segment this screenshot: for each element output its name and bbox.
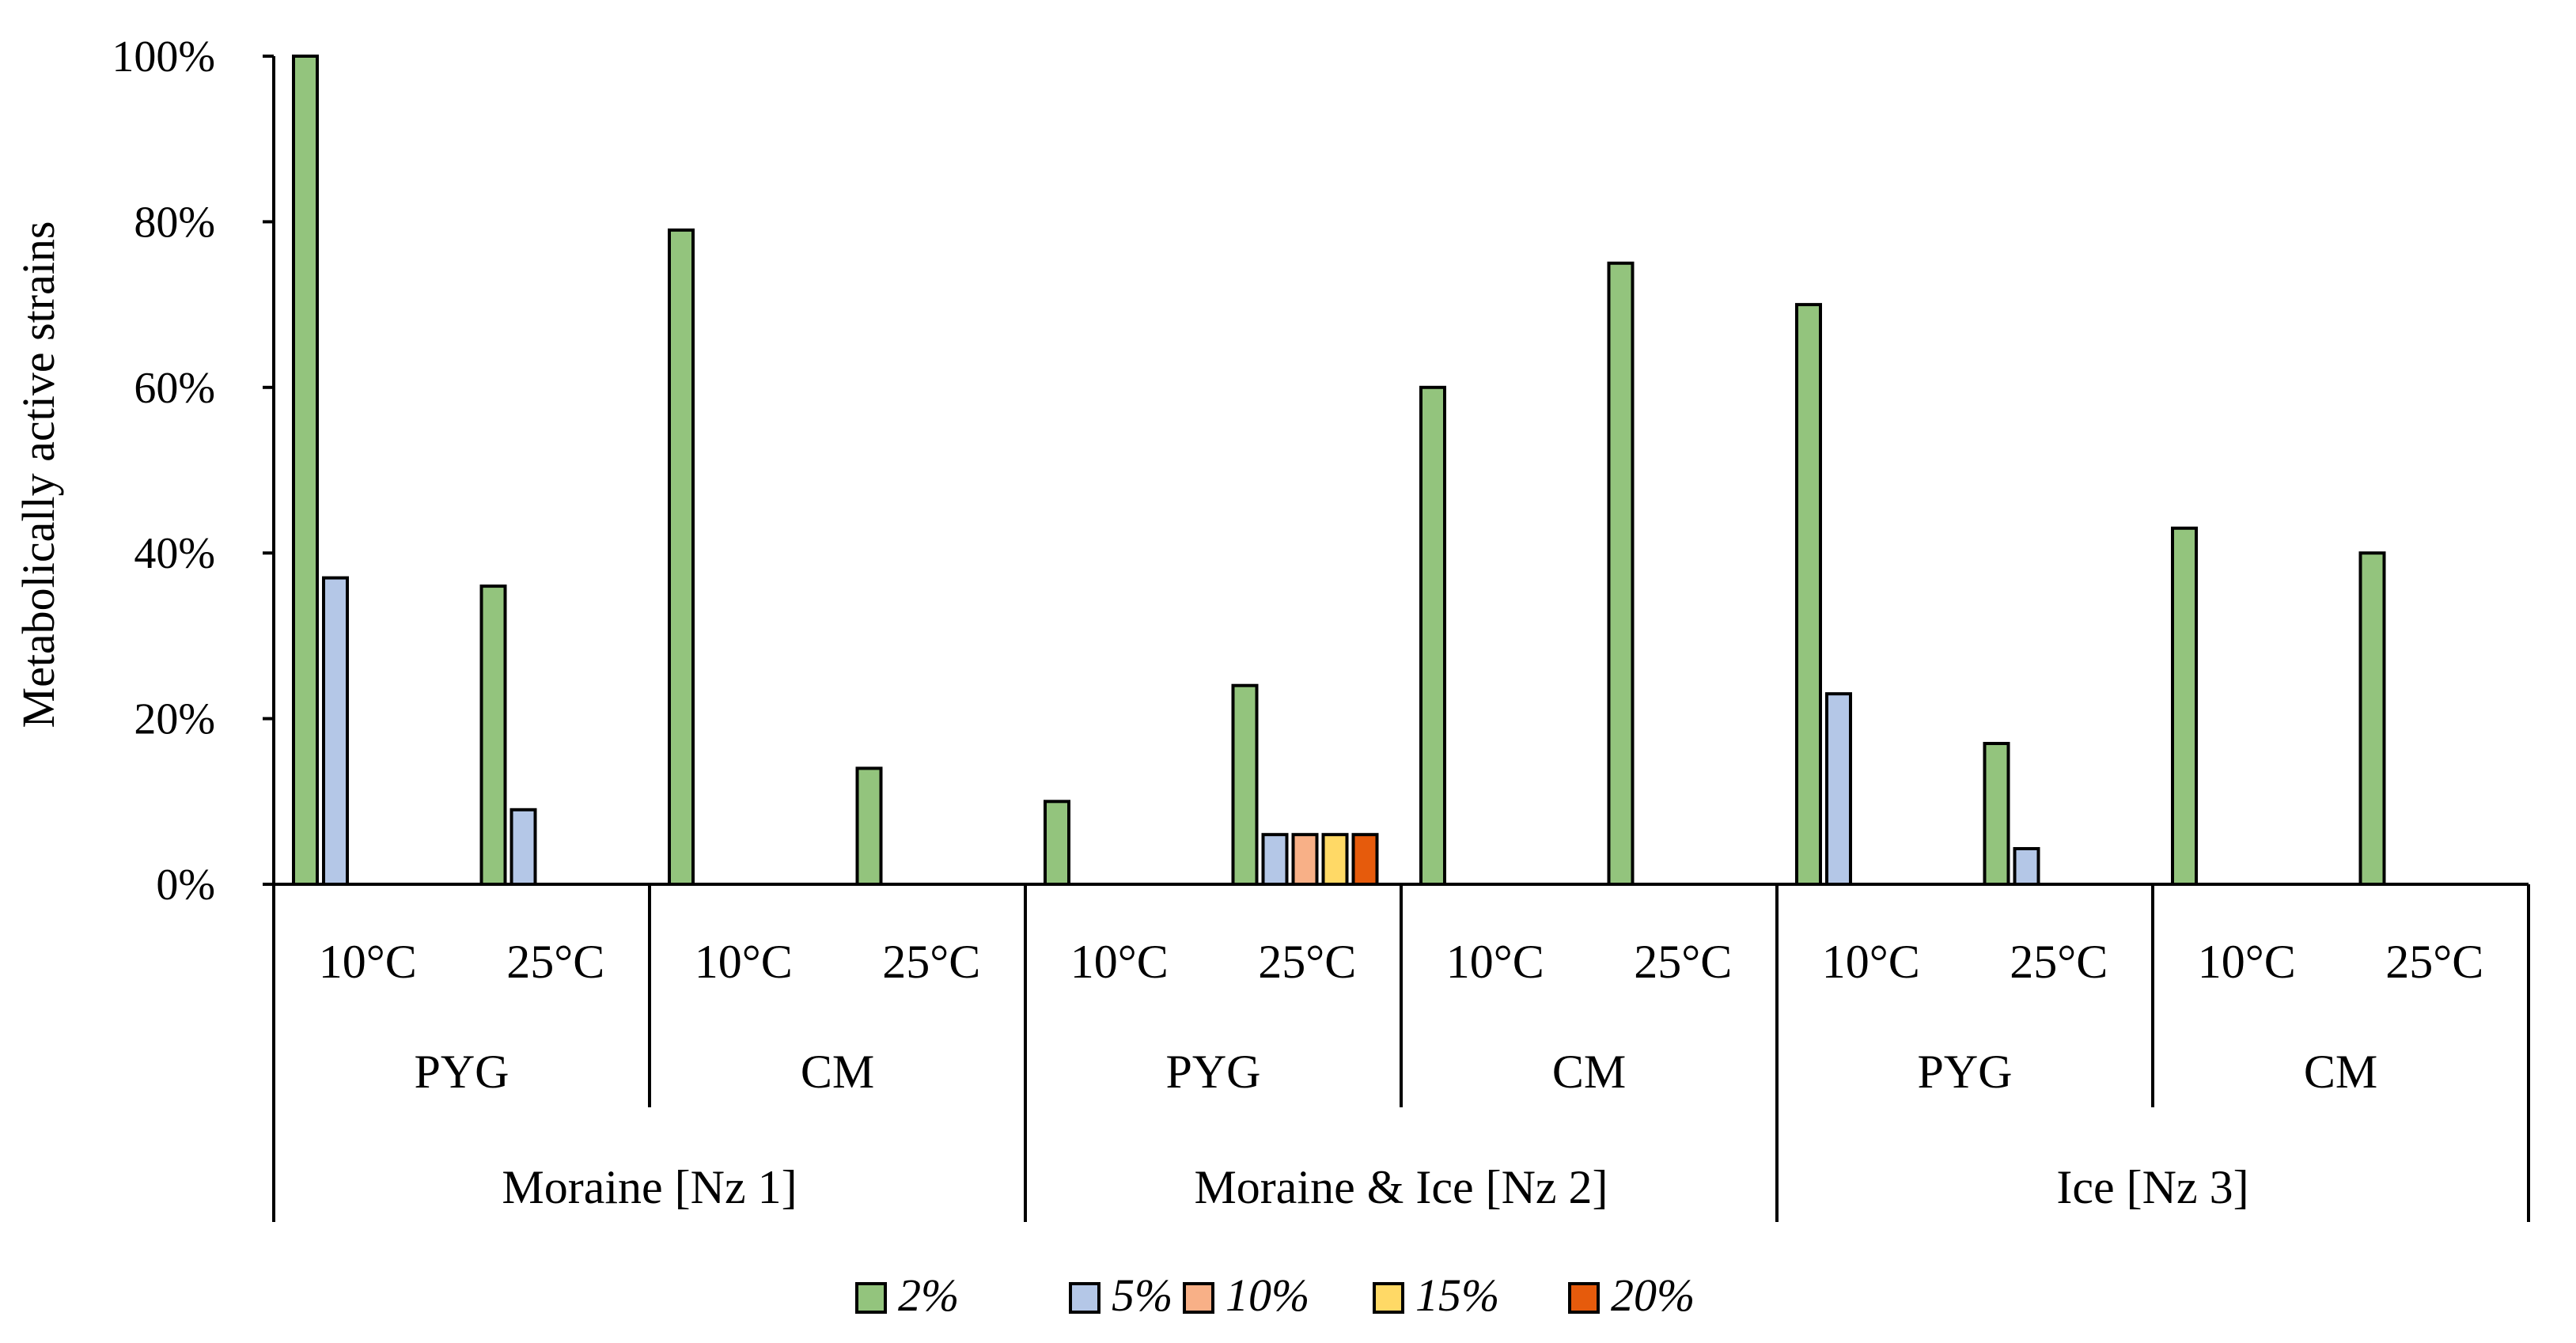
group-label: Ice [Nz 3] xyxy=(2056,1161,2248,1213)
temperature-label: 10°C xyxy=(319,936,417,988)
legend-label: 2% xyxy=(898,1269,959,1321)
bar-2pct-cat9 xyxy=(1983,742,2010,887)
temperature-label: 10°C xyxy=(1822,936,1920,988)
y-tick-label: 60% xyxy=(134,364,215,413)
y-axis-ticks: 0% 20% 40% 60% 80% 100% xyxy=(112,32,274,910)
bar-2pct-cat7 xyxy=(1607,261,1635,886)
bar-10pct-cat5 xyxy=(1291,833,1319,887)
temperature-label: 10°C xyxy=(2198,936,2296,988)
medium-label: CM xyxy=(2304,1046,2377,1098)
y-tick-label: 80% xyxy=(134,198,215,247)
group-label: Moraine [Nz 1] xyxy=(502,1161,797,1213)
bar-5pct-cat0 xyxy=(322,576,349,886)
legend-label: 20% xyxy=(1611,1269,1695,1321)
medium-label: CM xyxy=(801,1046,874,1098)
temperature-label: 10°C xyxy=(1446,936,1544,988)
legend-swatch-2pct xyxy=(855,1282,887,1314)
bar-2pct-cat5 xyxy=(1231,683,1259,886)
bar-15pct-cat5 xyxy=(1321,833,1349,887)
axes xyxy=(272,56,2530,1222)
bar-2pct-cat4 xyxy=(1044,800,1070,886)
temperature-label: 25°C xyxy=(506,936,604,988)
y-tick-label: 40% xyxy=(134,529,215,578)
legend: 2% 5% 10% 15% 20% xyxy=(855,1269,1695,1321)
temperature-label: 25°C xyxy=(2385,936,2483,988)
y-tick-label: 20% xyxy=(134,695,215,744)
temperature-label: 25°C xyxy=(1258,936,1356,988)
y-tick-label: 100% xyxy=(112,32,215,81)
y-axis-title: Metabolically active strains xyxy=(13,221,64,728)
legend-label: 15% xyxy=(1415,1269,1499,1321)
bar-20pct-cat5 xyxy=(1351,833,1379,887)
medium-label: PYG xyxy=(414,1046,509,1098)
medium-label: CM xyxy=(1552,1046,1626,1098)
bars xyxy=(292,55,2386,887)
bar-2pct-cat1 xyxy=(479,584,507,887)
group-label: Moraine & Ice [Nz 2] xyxy=(1194,1161,1608,1213)
bar-2pct-cat6 xyxy=(1419,385,1446,886)
legend-swatch-10pct xyxy=(1183,1282,1214,1314)
temperature-label: 25°C xyxy=(882,936,980,988)
legend-label: 10% xyxy=(1225,1269,1309,1321)
temperature-label: 10°C xyxy=(695,936,793,988)
bar-5pct-cat8 xyxy=(1825,692,1852,886)
bar-5pct-cat5 xyxy=(1261,833,1289,887)
bar-2pct-cat10 xyxy=(2171,526,2198,886)
category-labels: 10°C 25°C 10°C 25°C 10°C 25°C 10°C 25°C 10°C 25°C… xyxy=(319,936,2484,1213)
bar-5pct-cat1 xyxy=(510,808,537,887)
medium-label: PYG xyxy=(1917,1046,2012,1098)
temperature-label: 10°C xyxy=(1070,936,1169,988)
y-tick-label: 0% xyxy=(156,861,215,910)
bar-2pct-cat8 xyxy=(1795,303,1822,887)
bar-5pct-cat9 xyxy=(2013,846,2040,887)
bar-2pct-cat2 xyxy=(668,228,695,886)
legend-label: 5% xyxy=(1112,1269,1172,1321)
legend-swatch-20pct xyxy=(1568,1282,1600,1314)
bar-2pct-cat0 xyxy=(292,55,319,886)
medium-label: PYG xyxy=(1165,1046,1260,1098)
bar-2pct-cat3 xyxy=(855,766,883,886)
legend-swatch-5pct xyxy=(1069,1282,1100,1314)
bar-2pct-cat11 xyxy=(2358,551,2386,886)
temperature-label: 25°C xyxy=(1634,936,1732,988)
temperature-label: 25°C xyxy=(2010,936,2108,988)
legend-swatch-15pct xyxy=(1373,1282,1404,1314)
